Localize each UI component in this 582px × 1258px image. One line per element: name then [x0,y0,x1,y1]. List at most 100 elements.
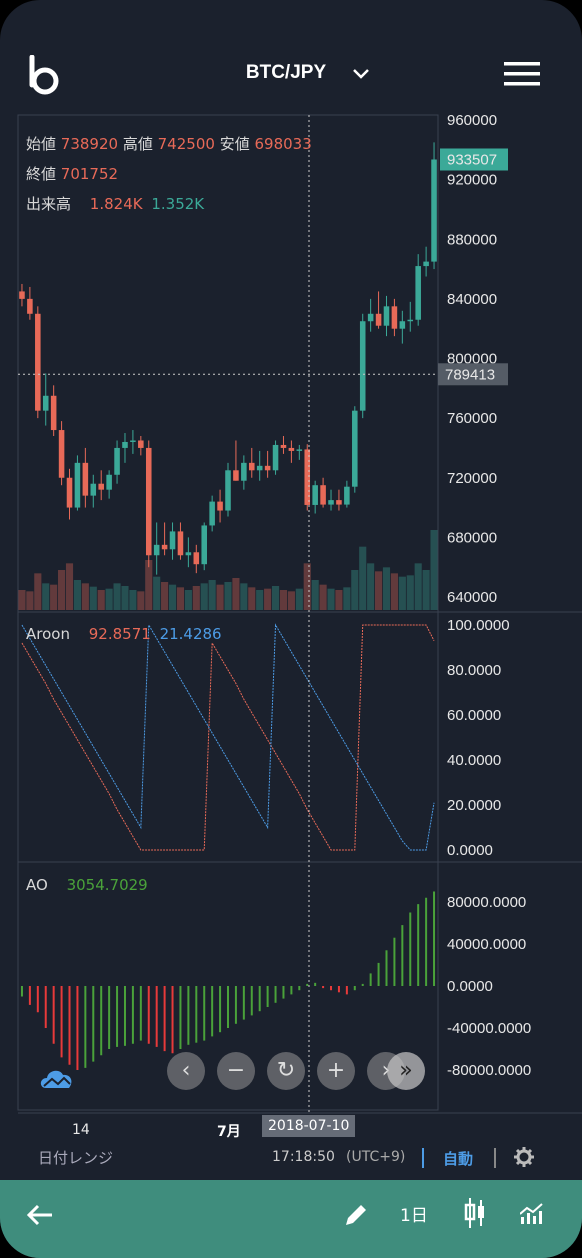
reset-button[interactable]: ↻ [267,1052,305,1090]
pair-label[interactable]: BTC/JPY [245,62,327,83]
interval-button[interactable]: 1日 [400,1206,428,1226]
ao-label: AO [26,876,48,894]
volume-bar [42,583,50,610]
arrow-left-icon[interactable] [26,1204,54,1226]
candle [114,447,120,475]
volume-bar [390,573,398,610]
price-chart[interactable]: 960000 920000 880000 840000 800000 760000 7200… [0,110,582,1180]
volume-bar [184,590,192,610]
close-value: 701752 [60,165,119,183]
candlestick-icon[interactable] [464,1198,486,1228]
candle [98,483,104,490]
volume-bar [335,590,343,610]
volume-bar [414,563,422,610]
indicator-icon[interactable] [520,1202,544,1224]
volume-bar [105,588,113,610]
zoom-in-button[interactable]: + [317,1052,355,1090]
volume-bar [232,578,240,610]
volume-bar [192,586,200,610]
candle [399,321,406,329]
ao-bars [20,891,436,1070]
price-tick: 800000 [447,351,497,368]
volume-bar [382,567,391,610]
candle [130,440,136,442]
volume-bar [216,584,224,610]
candle [58,430,65,478]
ao-tick: -80000.0000 [447,1062,531,1079]
b-logo[interactable] [28,55,62,95]
cloud-icon[interactable] [38,1066,76,1092]
volume-bar [287,591,295,610]
aroon-down-value: 21.4286 [159,625,222,643]
price-tick: 880000 [447,231,497,248]
current-price-tag [440,148,508,171]
price-tick: 680000 [447,529,497,546]
volume-buy: 1.824K [89,195,143,213]
candle [288,447,295,451]
volume-bar [145,560,153,610]
candles [19,142,437,575]
ao-tick: -40000.0000 [447,1020,531,1037]
aroon-up-value: 92.8571 [88,625,151,643]
candle [320,485,326,505]
volume-bar [208,580,216,610]
candle [66,477,73,508]
candle [82,462,89,496]
close-label: 終値 [26,165,57,183]
scroll-left-button[interactable]: ‹ [167,1052,205,1090]
ao-tick: 0.0000 [447,978,493,995]
candle [153,544,160,556]
candle [201,525,207,565]
divider [494,1148,496,1168]
ohlc-line2: 終値 701752 [26,163,118,184]
volume-bar [161,582,169,610]
open-value: 738920 [60,135,119,153]
volume-bar [34,573,42,610]
aroon-legend: Aroon 92.8571 21.4286 [26,625,222,643]
aroon-tick: 80.0000 [447,662,501,679]
volume-line: 出来高 1.824K 1.352K [26,193,204,214]
candle [367,313,374,322]
ao-tick: 40000.0000 [447,936,526,953]
candle [42,395,49,411]
ao-value: 3054.7029 [66,876,148,894]
candle [249,462,255,471]
pair-selector[interactable]: BTC/JPY [0,62,582,84]
clock-time: 17:18:50 [272,1149,335,1165]
candle [177,531,184,556]
volume-bar [367,563,375,610]
chevron-down-icon[interactable] [352,68,370,80]
candle [19,291,25,299]
candle [27,298,33,314]
aroon-down-line [21,623,435,851]
volume-bar [176,587,185,610]
date-range-button[interactable]: 日付レンジ [38,1149,114,1167]
candle [74,462,81,508]
chart-grid [17,114,582,1114]
high-label: 高値 [122,135,153,153]
candle [359,321,366,411]
candle [122,441,128,448]
high-value: 742500 [157,135,215,153]
volume-bar [256,590,264,610]
candle [35,313,41,411]
scroll-latest-button[interactable]: » [387,1052,425,1090]
volume-bar [200,583,208,610]
price-tick: 720000 [447,470,497,487]
volume-bar [343,587,351,610]
volume-bar [65,563,74,610]
candle [383,306,390,326]
gear-icon[interactable] [514,1147,534,1167]
volume-bar [279,590,288,610]
volume-bar [406,575,414,610]
volume-bar [271,586,280,610]
hamburger-icon[interactable] [504,60,540,88]
auto-scale-toggle[interactable]: 自動 [443,1150,474,1168]
zoom-out-button[interactable]: − [217,1052,255,1090]
volume-label: 出来高 [26,195,72,213]
open-label: 始値 [26,135,57,153]
candle [423,261,429,267]
pencil-icon[interactable] [343,1202,369,1228]
candle [375,313,382,326]
volume-bar [97,590,105,610]
